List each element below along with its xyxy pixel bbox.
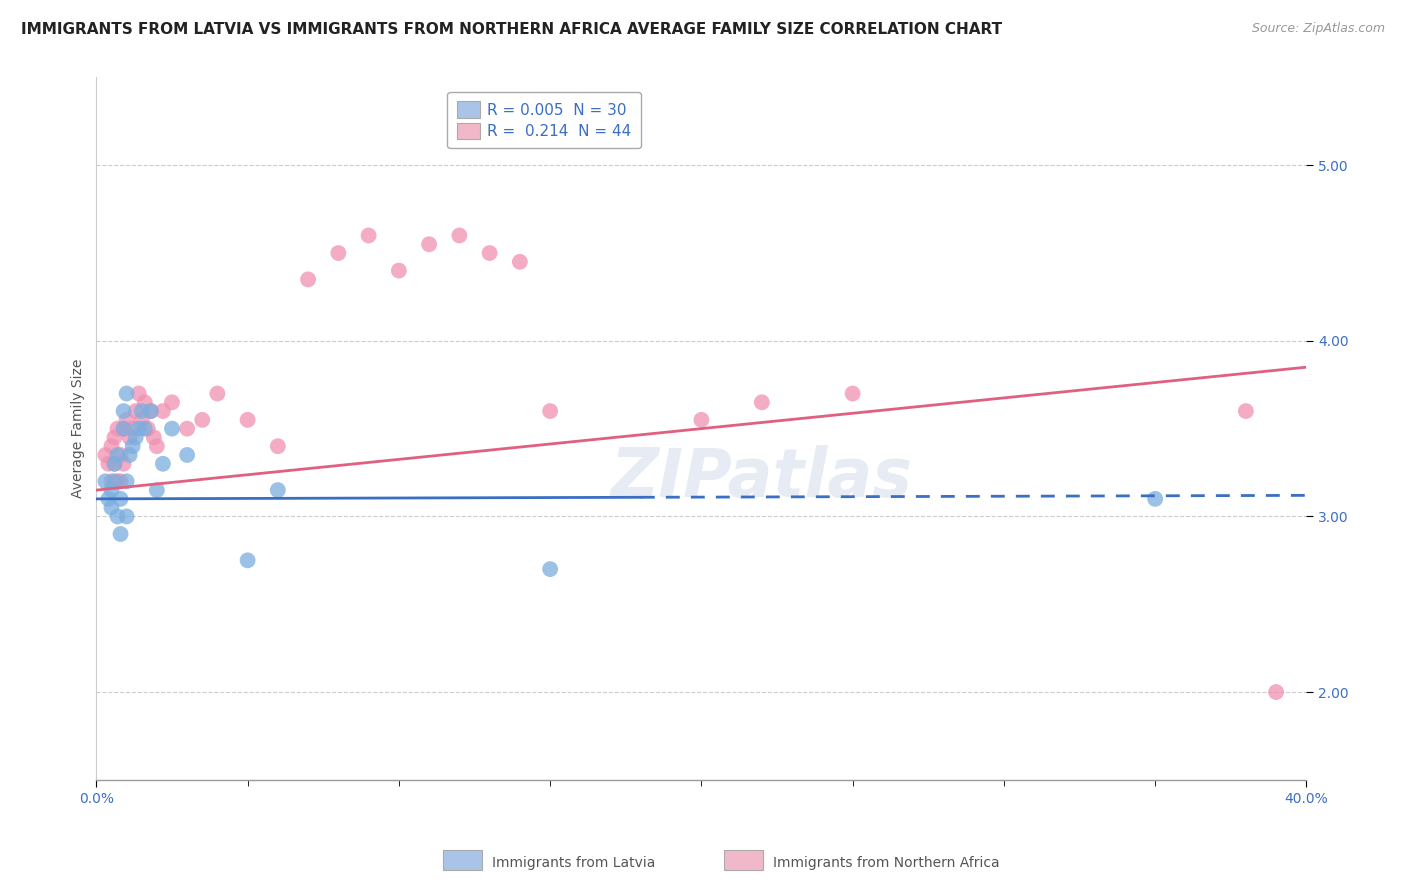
Point <box>388 263 411 277</box>
Point <box>110 475 132 489</box>
Point <box>115 386 138 401</box>
Point <box>128 422 150 436</box>
Point <box>152 457 174 471</box>
Point <box>176 422 198 436</box>
Text: IMMIGRANTS FROM LATVIA VS IMMIGRANTS FROM NORTHERN AFRICA AVERAGE FAMILY SIZE CO: IMMIGRANTS FROM LATVIA VS IMMIGRANTS FRO… <box>21 22 1002 37</box>
Point <box>100 483 122 497</box>
Point <box>103 457 125 471</box>
Point <box>841 386 863 401</box>
Point <box>100 439 122 453</box>
Point <box>124 404 146 418</box>
Point <box>146 483 169 497</box>
Point <box>191 413 214 427</box>
Point <box>131 404 153 418</box>
Point <box>134 422 156 436</box>
Point <box>110 491 132 506</box>
Point <box>112 457 135 471</box>
Point <box>112 422 135 436</box>
Point <box>236 413 259 427</box>
Text: ZIPatlas: ZIPatlas <box>610 445 912 511</box>
Point <box>107 475 129 489</box>
Point <box>112 422 135 436</box>
Point <box>103 475 125 489</box>
Point <box>131 413 153 427</box>
Text: Source: ZipAtlas.com: Source: ZipAtlas.com <box>1251 22 1385 36</box>
Point <box>94 475 117 489</box>
Point <box>160 395 183 409</box>
Point <box>112 404 135 418</box>
Point <box>121 422 143 436</box>
Point <box>94 448 117 462</box>
Point <box>160 422 183 436</box>
Point <box>110 448 132 462</box>
Legend: R = 0.005  N = 30, R =  0.214  N = 44: R = 0.005 N = 30, R = 0.214 N = 44 <box>447 92 641 148</box>
Point <box>118 430 141 444</box>
Point <box>1144 491 1167 506</box>
Point <box>115 475 138 489</box>
Point <box>297 272 319 286</box>
Point <box>267 483 290 497</box>
Point <box>103 457 125 471</box>
Point <box>538 404 561 418</box>
Point <box>509 255 531 269</box>
Point <box>115 413 138 427</box>
Point <box>142 430 165 444</box>
Point <box>690 413 713 427</box>
Point <box>128 386 150 401</box>
Point <box>121 439 143 453</box>
Point <box>97 457 120 471</box>
Point <box>136 422 159 436</box>
Point <box>478 246 501 260</box>
Point <box>124 430 146 444</box>
Point <box>100 500 122 515</box>
Point <box>176 448 198 462</box>
Point <box>1265 685 1288 699</box>
Point <box>103 430 125 444</box>
Point <box>134 395 156 409</box>
Point <box>139 404 162 418</box>
Text: Immigrants from Northern Africa: Immigrants from Northern Africa <box>773 855 1000 870</box>
Point <box>100 475 122 489</box>
Point <box>207 386 229 401</box>
Point <box>152 404 174 418</box>
Point <box>328 246 350 260</box>
Point <box>139 404 162 418</box>
Point <box>1234 404 1257 418</box>
Point <box>97 491 120 506</box>
Point <box>236 553 259 567</box>
Point <box>418 237 440 252</box>
Point <box>751 395 773 409</box>
Point <box>107 448 129 462</box>
Text: Immigrants from Latvia: Immigrants from Latvia <box>492 855 655 870</box>
Point <box>267 439 290 453</box>
Point <box>538 562 561 576</box>
Point <box>146 439 169 453</box>
Point <box>118 448 141 462</box>
Y-axis label: Average Family Size: Average Family Size <box>72 359 86 499</box>
Point <box>449 228 471 243</box>
Point <box>107 509 129 524</box>
Point <box>357 228 380 243</box>
Point <box>115 509 138 524</box>
Point <box>110 527 132 541</box>
Point <box>107 422 129 436</box>
